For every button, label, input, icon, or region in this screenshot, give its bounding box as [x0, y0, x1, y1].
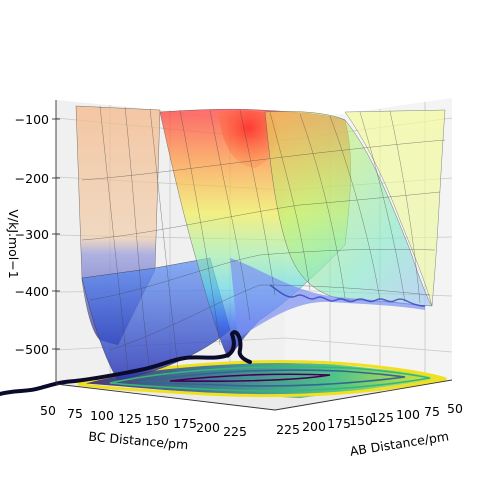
y-tick-label-0: 50	[447, 401, 463, 416]
contour-mid	[109, 365, 431, 392]
z-tick-label-4: −500	[15, 342, 49, 357]
axis-lines	[55, 100, 453, 411]
y-tick-label-7: 225	[276, 422, 300, 437]
z-tick-label-3: −400	[15, 284, 49, 299]
z-axis: −100 −200 −300 −400 −500 V/kJ.mol−1	[6, 112, 60, 357]
z-tick-1: −200	[15, 171, 60, 186]
y-tick-label-6: 200	[302, 419, 326, 434]
surface-blue-channel	[230, 258, 425, 338]
x-tick-label-7: 225	[223, 424, 247, 439]
trajectory-path	[0, 330, 252, 396]
y-axis-label: AB Distance/pm	[349, 428, 450, 458]
trajectory	[0, 330, 252, 396]
x-tick-label-5: 175	[173, 416, 197, 431]
y-tick-label-3: 125	[370, 410, 394, 425]
surface-peak	[218, 110, 279, 168]
z-tick-label-0: −100	[15, 112, 49, 127]
z-axis-label: V/kJ.mol−1	[6, 209, 21, 278]
z-tick-4: −500	[15, 342, 60, 357]
x-tick-label-0: 50	[40, 403, 56, 418]
z-tick-label-2: −300	[15, 227, 49, 242]
contour-inner	[139, 369, 406, 387]
z-tick-2: −300	[15, 227, 60, 242]
y-tick-label-2: 100	[396, 407, 420, 422]
x-tick-label-6: 200	[196, 420, 220, 435]
surface-mesh	[81, 105, 446, 373]
z-tick-3: −400	[15, 284, 60, 299]
y-tick-label-4: 150	[349, 413, 373, 428]
y-tick-label-5: 175	[327, 416, 351, 431]
x-tick-label-1: 75	[67, 406, 83, 421]
y-tick-label-1: 75	[424, 404, 440, 419]
x-tick-label-4: 150	[145, 413, 169, 428]
y-axis: 50 75 100 125 150 175 200 225 AB Distanc…	[276, 401, 463, 459]
contour-core	[169, 373, 331, 383]
x-axis: 50 75 100 125 150 175 200 225 BC Distanc…	[40, 403, 247, 452]
floor-contours	[77, 360, 447, 398]
x-tick-label-2: 100	[90, 408, 114, 423]
x-axis-label: BC Distance/pm	[88, 429, 189, 453]
z-tick-label-1: −200	[15, 171, 49, 186]
surface	[75, 105, 446, 381]
contour-outer	[77, 360, 447, 398]
x-tick-label-3: 125	[118, 411, 142, 426]
z-tick-0: −100	[15, 112, 60, 127]
surface-wavy-edge	[269, 284, 426, 307]
